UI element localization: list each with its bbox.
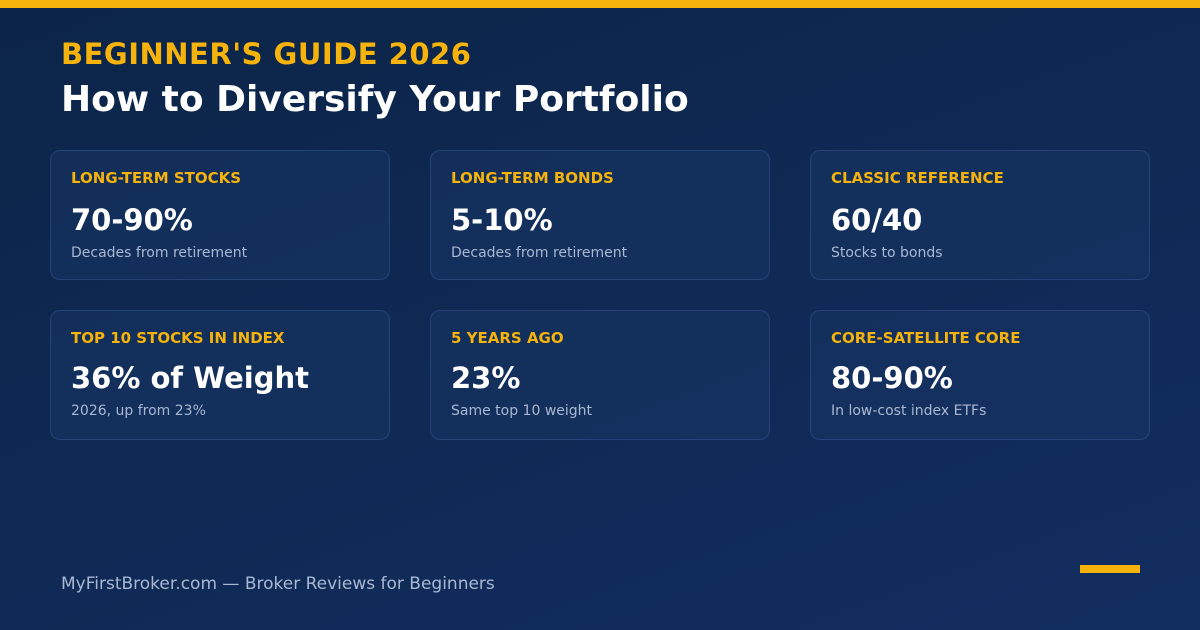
footer-site-credit: MyFirstBroker.com — Broker Reviews for B…	[61, 574, 495, 594]
stat-card-5-years-ago: 5 YEARS AGO 23% Same top 10 weight	[430, 310, 770, 440]
stat-card-value: 5-10%	[451, 203, 553, 237]
stat-card-label: CORE-SATELLITE CORE	[831, 329, 1021, 347]
footer-accent-bar	[1080, 565, 1140, 573]
stat-card-note: 2026, up from 23%	[71, 403, 206, 419]
stat-card-core-satellite: CORE-SATELLITE CORE 80-90% In low-cost i…	[810, 310, 1150, 440]
stat-card-long-term-stocks: LONG-TERM STOCKS 70-90% Decades from ret…	[50, 150, 390, 280]
stat-card-classic-reference: CLASSIC REFERENCE 60/40 Stocks to bonds	[810, 150, 1150, 280]
stat-card-label: CLASSIC REFERENCE	[831, 169, 1004, 187]
stat-card-value: 23%	[451, 361, 521, 395]
guide-eyebrow: BEGINNER'S GUIDE 2026	[61, 37, 472, 71]
top-accent-bar	[0, 0, 1200, 8]
stat-card-label: LONG-TERM STOCKS	[71, 169, 242, 187]
stat-card-value: 36% of Weight	[71, 361, 309, 395]
stat-card-label: 5 YEARS AGO	[451, 329, 564, 347]
stat-card-note: Decades from retirement	[451, 245, 628, 261]
stat-card-note: Stocks to bonds	[831, 245, 943, 261]
stat-card-value: 60/40	[831, 203, 923, 237]
stat-card-value: 70-90%	[71, 203, 193, 237]
stat-card-label: LONG-TERM BONDS	[451, 169, 614, 187]
stat-card-note: In low-cost index ETFs	[831, 403, 987, 419]
stat-card-note: Same top 10 weight	[451, 403, 593, 419]
stat-card-value: 80-90%	[831, 361, 953, 395]
stat-card-note: Decades from retirement	[71, 245, 248, 261]
stat-card-long-term-bonds: LONG-TERM BONDS 5-10% Decades from retir…	[430, 150, 770, 280]
stat-card-top-10-stocks: TOP 10 STOCKS IN INDEX 36% of Weight 202…	[50, 310, 390, 440]
stat-card-label: TOP 10 STOCKS IN INDEX	[71, 329, 285, 347]
page-title: How to Diversify Your Portfolio	[61, 79, 689, 120]
